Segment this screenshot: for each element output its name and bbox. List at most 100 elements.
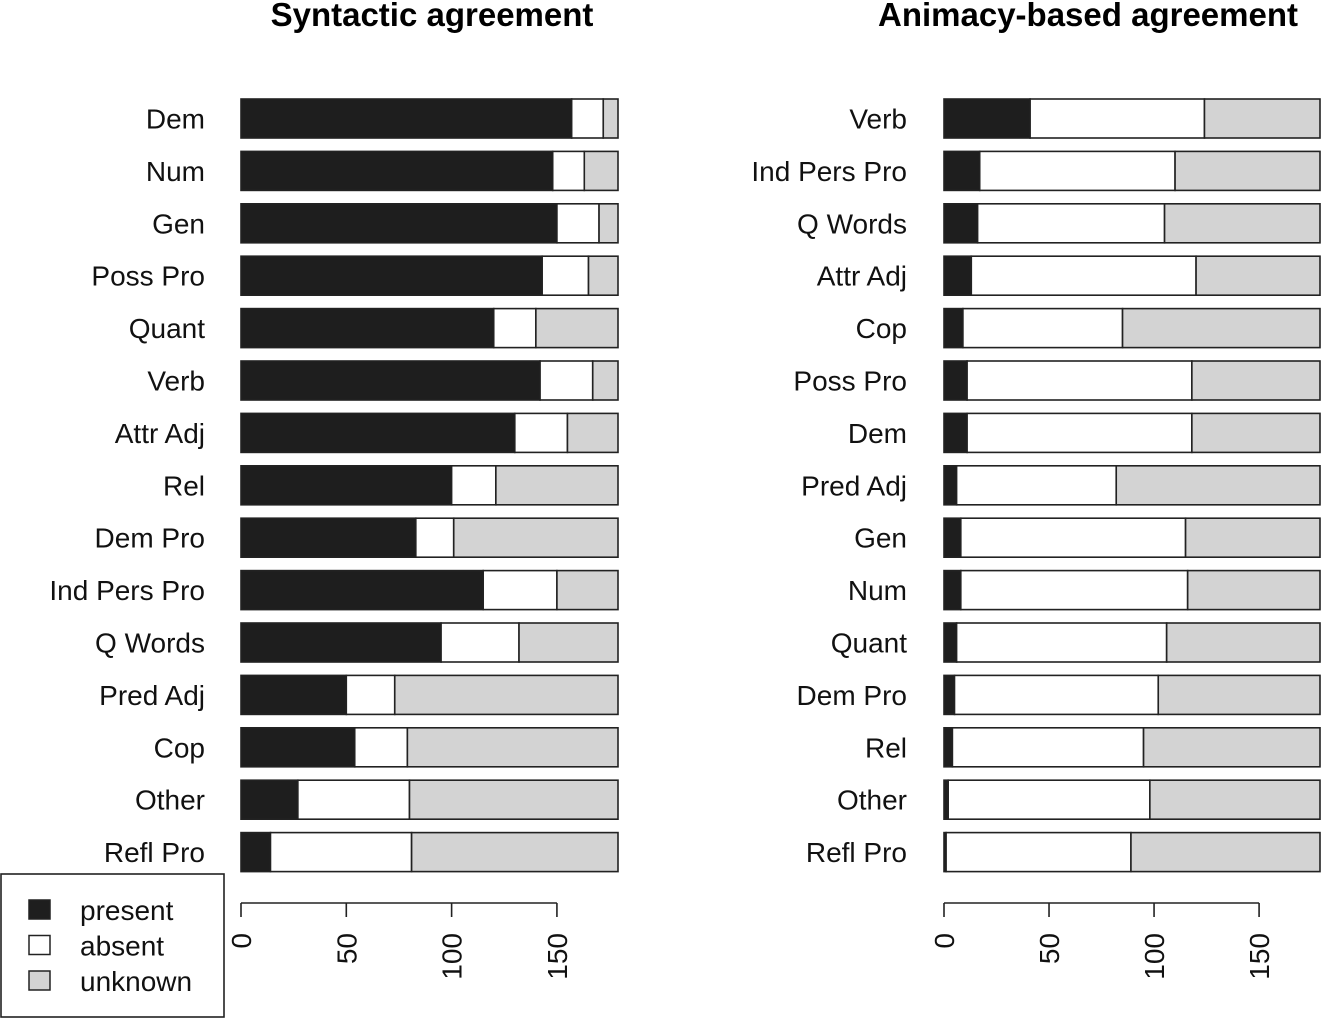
bar-segment-absent	[440, 622, 520, 663]
x-axis: 0 50 100 150	[929, 902, 1275, 980]
bar-segment-present	[943, 622, 958, 663]
bar-segment-present	[240, 569, 485, 611]
bar-segment-unknown	[1203, 98, 1321, 139]
bar-segment-absent	[492, 307, 537, 349]
category-label: Gen	[152, 208, 205, 239]
bar-segment-unknown	[408, 779, 619, 821]
bar-segment-absent	[482, 569, 558, 611]
bar-segment-absent	[960, 569, 1189, 611]
bar-segment-unknown	[1165, 622, 1321, 663]
bar-segment-present	[943, 517, 962, 559]
bar-segment-absent	[539, 360, 594, 401]
bar-segment-unknown	[1184, 517, 1321, 559]
bar-segment-unknown	[495, 464, 619, 506]
category-label: Poss Pro	[793, 366, 907, 397]
category-label: Attr Adj	[115, 418, 205, 449]
bar-segment-absent	[541, 255, 590, 297]
bar-segment-present	[943, 674, 956, 716]
bar-segment-absent	[955, 464, 1118, 506]
category-label: Cop	[856, 313, 907, 344]
bar-segment-present	[943, 150, 981, 192]
bar-segment-present	[943, 98, 1031, 139]
bar-segment-present	[240, 779, 299, 821]
bar-segment-absent	[353, 726, 409, 768]
bar-segment-present	[943, 569, 962, 611]
bar-segment-present	[240, 726, 356, 768]
bar-segment-unknown	[393, 674, 619, 716]
bar-segment-unknown	[406, 726, 619, 768]
legend: present absent unknown	[0, 873, 225, 1018]
bar-segment-absent	[970, 255, 1197, 297]
bar-segment-absent	[513, 412, 569, 454]
bar-segment-present	[943, 203, 979, 244]
bar-segment-present	[943, 360, 968, 401]
category-label: Refl Pro	[104, 837, 205, 868]
chart-title: Animacy-based agreement	[878, 0, 1298, 33]
x-tick-label: 50	[1034, 933, 1065, 964]
bar-segment-present	[240, 98, 573, 139]
bar-segment-unknown	[1157, 674, 1321, 716]
category-label: Q Words	[797, 208, 907, 239]
chart-title: Syntactic agreement	[271, 0, 594, 33]
bar-segment-present	[240, 831, 272, 873]
legend-label-present: present	[80, 895, 174, 926]
bar-segment-absent	[556, 203, 600, 244]
bar-segment-absent	[297, 779, 411, 821]
bar-segment-absent	[551, 150, 586, 192]
x-tick-label: 100	[1139, 933, 1170, 980]
bar-segment-absent	[1029, 98, 1206, 139]
panel-syntactic: Syntactic agreement Dem Num Gen Poss Pro Quan…	[49, 0, 619, 980]
legend-swatch-unknown	[28, 970, 51, 991]
bar-segment-present	[240, 255, 543, 297]
bar-segment-present	[943, 464, 958, 506]
bar-segment-absent	[960, 517, 1187, 559]
category-label: Attr Adj	[817, 261, 907, 292]
bar-segment-absent	[570, 98, 605, 139]
bar-segment-unknown	[583, 150, 619, 192]
bar-segment-absent	[978, 150, 1176, 192]
category-label: Num	[146, 156, 205, 187]
x-tick-label: 0	[929, 933, 960, 949]
bar-segment-unknown	[556, 569, 619, 611]
bar-segment-unknown	[1195, 255, 1321, 297]
legend-label-unknown: unknown	[80, 966, 192, 997]
bar-segment-absent	[953, 674, 1160, 716]
category-label: Cop	[154, 732, 205, 763]
bar-segment-absent	[951, 726, 1145, 768]
category-label: Quant	[129, 313, 205, 344]
bar-segment-present	[240, 517, 417, 559]
bar-segment-present	[240, 150, 554, 192]
bar-segment-unknown	[566, 412, 619, 454]
bar-segment-absent	[966, 360, 1193, 401]
x-tick-label: 150	[1244, 933, 1275, 980]
bar-segment-unknown	[1121, 307, 1321, 349]
bar-segment-present	[240, 622, 442, 663]
bar-segment-present	[943, 307, 964, 349]
x-axis: 0 50 100 150	[226, 902, 573, 980]
bar-segment-unknown	[1191, 360, 1321, 401]
bar-segment-present	[240, 360, 541, 401]
bar-segment-absent	[962, 307, 1124, 349]
bar-segment-present	[943, 726, 954, 768]
bar-segment-absent	[976, 203, 1166, 244]
bar-segment-unknown	[1115, 464, 1321, 506]
category-label: Verb	[849, 104, 907, 135]
bar-segment-absent	[415, 517, 455, 559]
x-tick-label: 0	[226, 933, 257, 949]
category-label: Refl Pro	[806, 837, 907, 868]
category-label: Other	[837, 785, 907, 816]
category-label: Dem	[848, 418, 907, 449]
bar-segment-absent	[269, 831, 413, 873]
category-label: Dem Pro	[797, 680, 907, 711]
bar-segment-present	[240, 674, 348, 716]
bar-segment-absent	[966, 412, 1193, 454]
category-label: Dem	[146, 104, 205, 135]
category-label: Num	[848, 575, 907, 606]
legend-swatch-present	[28, 899, 51, 920]
bar-segment-present	[240, 412, 516, 454]
bar-segment-absent	[955, 622, 1168, 663]
bar-segment-unknown	[591, 360, 619, 401]
category-label: Pred Adj	[801, 470, 907, 501]
category-label: Rel	[163, 470, 205, 501]
category-label: Ind Pers Pro	[49, 575, 205, 606]
